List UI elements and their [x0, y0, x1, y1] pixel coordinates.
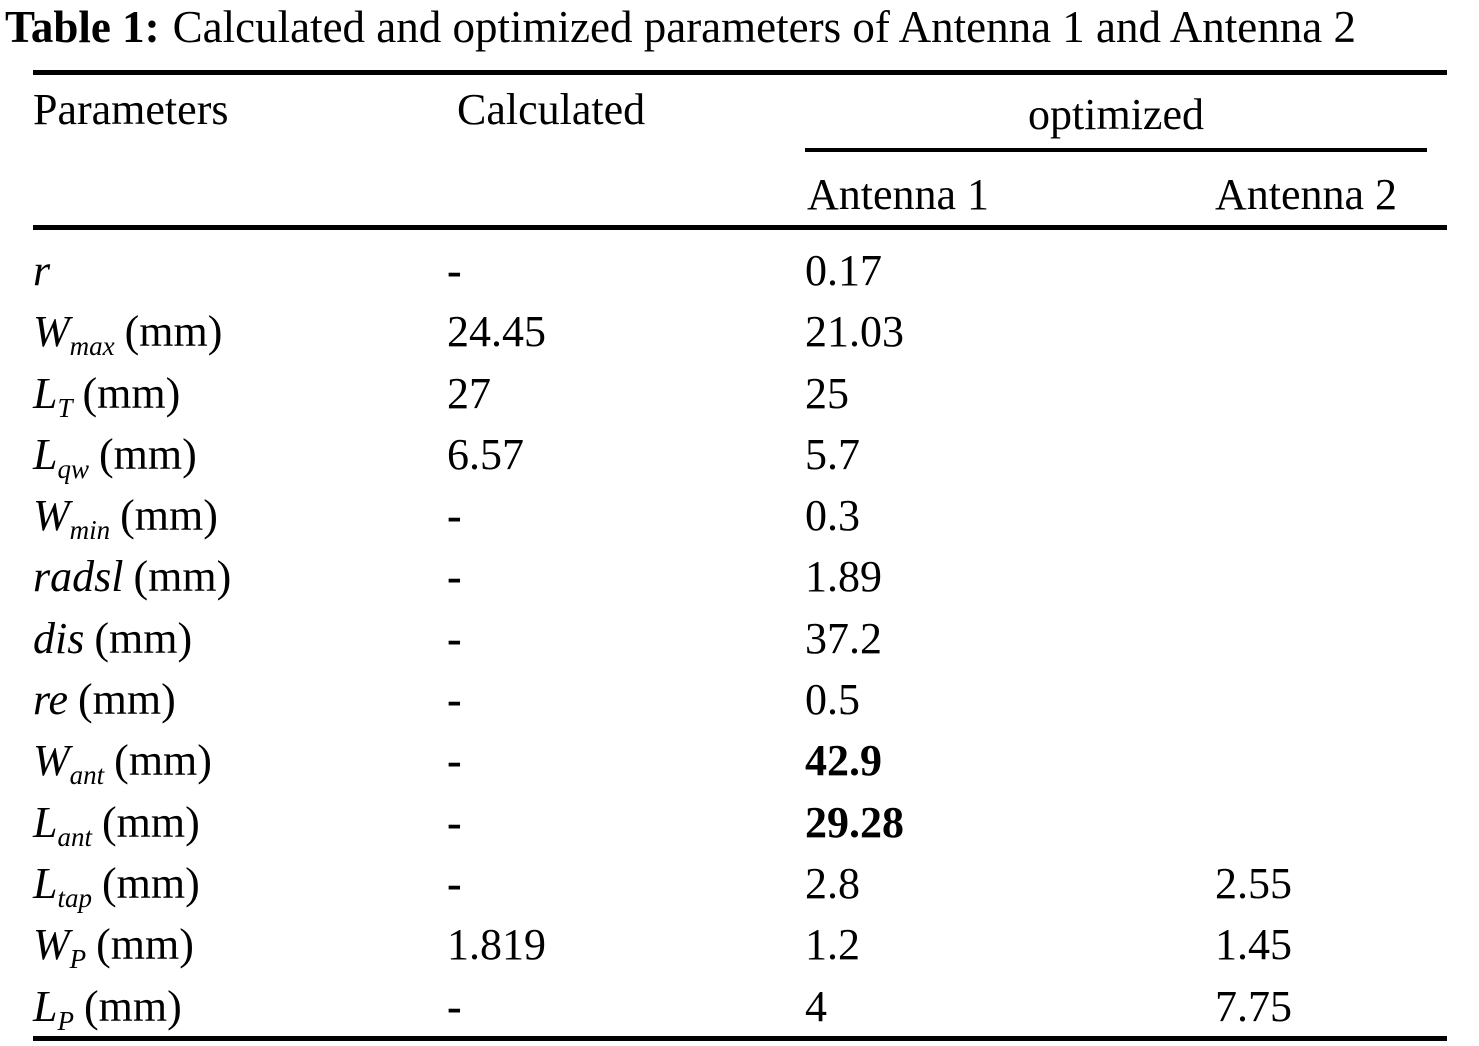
column-header-antenna2: Antenna 2 — [1215, 170, 1398, 219]
calculated-cell: - — [447, 736, 462, 786]
antenna1-cell: 0.17 — [805, 246, 882, 295]
antenna1-cell: 2.8 — [805, 858, 860, 908]
antenna1-cell: 1.2 — [805, 920, 860, 970]
param-cell: Want (mm) — [33, 736, 212, 791]
table-row: dis (mm) - 37.2 — [0, 608, 1479, 669]
calculated-cell: 27 — [447, 368, 491, 418]
param-cell: r — [33, 246, 51, 295]
table-row: LT (mm) 27 25 — [0, 363, 1479, 424]
antenna2-cell: 1.45 — [1215, 920, 1292, 970]
param-cell: Wmin (mm) — [33, 491, 218, 546]
table-row: Wmax (mm) 24.45 21.03 — [0, 301, 1479, 362]
table-row: Lqw (mm) 6.57 5.7 — [0, 424, 1479, 485]
antenna1-cell: 0.5 — [805, 675, 860, 725]
antenna1-cell: 21.03 — [805, 307, 904, 357]
antenna1-cell: 42.9 — [805, 736, 882, 786]
table-caption-label: Table 1: — [5, 2, 160, 52]
param-cell: LT (mm) — [33, 368, 181, 423]
calculated-cell: - — [447, 491, 462, 541]
table-bottom-rule — [33, 1036, 1447, 1041]
column-header-optimized: optimized — [1028, 90, 1204, 139]
antenna2-cell: 2.55 — [1215, 858, 1292, 908]
table-row: Wmin (mm) - 0.3 — [0, 485, 1479, 546]
antenna1-cell: 5.7 — [805, 429, 860, 479]
table-row: Lant (mm) - 29.28 — [0, 792, 1479, 853]
calculated-cell: - — [447, 246, 462, 295]
table-row: r - 0.17 — [0, 240, 1479, 301]
table-top-rule — [33, 70, 1447, 75]
calculated-cell: - — [447, 981, 462, 1031]
antenna1-cell: 25 — [805, 368, 849, 418]
antenna1-cell: 37.2 — [805, 613, 882, 663]
param-cell: Lant (mm) — [33, 797, 200, 852]
antenna1-cell: 29.28 — [805, 797, 904, 847]
table-caption: Table 1: Calculated and optimized paramet… — [5, 1, 1356, 53]
antenna2-cell: 7.75 — [1215, 981, 1292, 1031]
table-row: re (mm) - 0.5 — [0, 669, 1479, 730]
calculated-cell: 24.45 — [447, 307, 546, 357]
antenna1-cell: 1.89 — [805, 552, 882, 602]
table-row: LP (mm) - 4 7.75 — [0, 976, 1479, 1037]
calculated-cell: 6.57 — [447, 429, 524, 479]
table-body: r - 0.17 Wmax (mm) 24.45 21.03 LT (mm) 27 25 Lqw (mm… — [0, 240, 1479, 1037]
table-row: radsl (mm) - 1.89 — [0, 546, 1479, 607]
column-header-calculated: Calculated — [457, 85, 646, 134]
column-header-antenna1: Antenna 1 — [807, 170, 990, 219]
antenna1-cell: 4 — [805, 981, 827, 1031]
param-cell: re (mm) — [33, 675, 176, 725]
param-cell: Ltap (mm) — [33, 858, 200, 913]
calculated-cell: - — [447, 552, 462, 602]
antenna1-cell: 0.3 — [805, 491, 860, 541]
optimized-span-rule — [805, 148, 1427, 152]
param-cell: Wmax (mm) — [33, 307, 223, 362]
calculated-cell: - — [447, 858, 462, 908]
param-cell: Lqw (mm) — [33, 429, 197, 484]
header-bottom-rule — [33, 225, 1447, 230]
calculated-cell: 1.819 — [447, 920, 546, 970]
param-cell: radsl (mm) — [33, 552, 232, 602]
param-cell: WP (mm) — [33, 920, 194, 975]
calculated-cell: - — [447, 613, 462, 663]
param-cell: dis (mm) — [33, 613, 193, 663]
calculated-cell: - — [447, 797, 462, 847]
param-cell: LP (mm) — [33, 981, 182, 1036]
table-row: WP (mm) 1.819 1.2 1.45 — [0, 914, 1479, 975]
calculated-cell: - — [447, 675, 462, 725]
table-row: Want (mm) - 42.9 — [0, 730, 1479, 791]
column-header-parameters: Parameters — [33, 85, 229, 134]
table-row: Ltap (mm) - 2.8 2.55 — [0, 853, 1479, 914]
table-caption-text: Calculated and optimized parameters of A… — [172, 2, 1356, 52]
